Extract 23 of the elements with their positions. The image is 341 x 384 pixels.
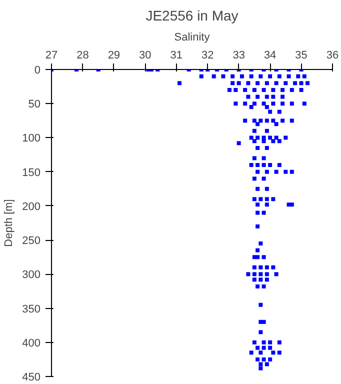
y-tick-label: 400 <box>22 337 41 350</box>
x-tick-label: 28 <box>76 50 89 62</box>
x-tick-label: 27 <box>45 50 58 62</box>
x-tick-label: 32 <box>201 50 214 62</box>
x-axis-title: Salinity <box>174 32 210 44</box>
y-tick-label: 300 <box>22 269 41 282</box>
y-tick-label: 450 <box>22 372 41 384</box>
y-tick-label: 150 <box>22 166 41 179</box>
x-tick-label: 33 <box>232 50 245 62</box>
y-tick-label: 0 <box>34 64 41 76</box>
y-tick-label: 250 <box>22 235 41 248</box>
x-tick-label: 34 <box>264 50 276 62</box>
x-tick-label: 36 <box>326 50 339 62</box>
y-tick-label: 350 <box>22 303 41 316</box>
y-tick-label: 50 <box>28 98 41 111</box>
x-tick-label: 29 <box>108 50 120 62</box>
x-tick-label: 35 <box>295 50 308 62</box>
y-tick-label: 200 <box>22 200 41 213</box>
y-axis-title: Depth [m] <box>3 199 16 247</box>
y-tick-label: 100 <box>22 132 41 145</box>
x-tick-label: 31 <box>170 50 183 62</box>
x-tick-label: 30 <box>139 50 152 62</box>
chart-title: JE2556 in May <box>146 8 238 24</box>
